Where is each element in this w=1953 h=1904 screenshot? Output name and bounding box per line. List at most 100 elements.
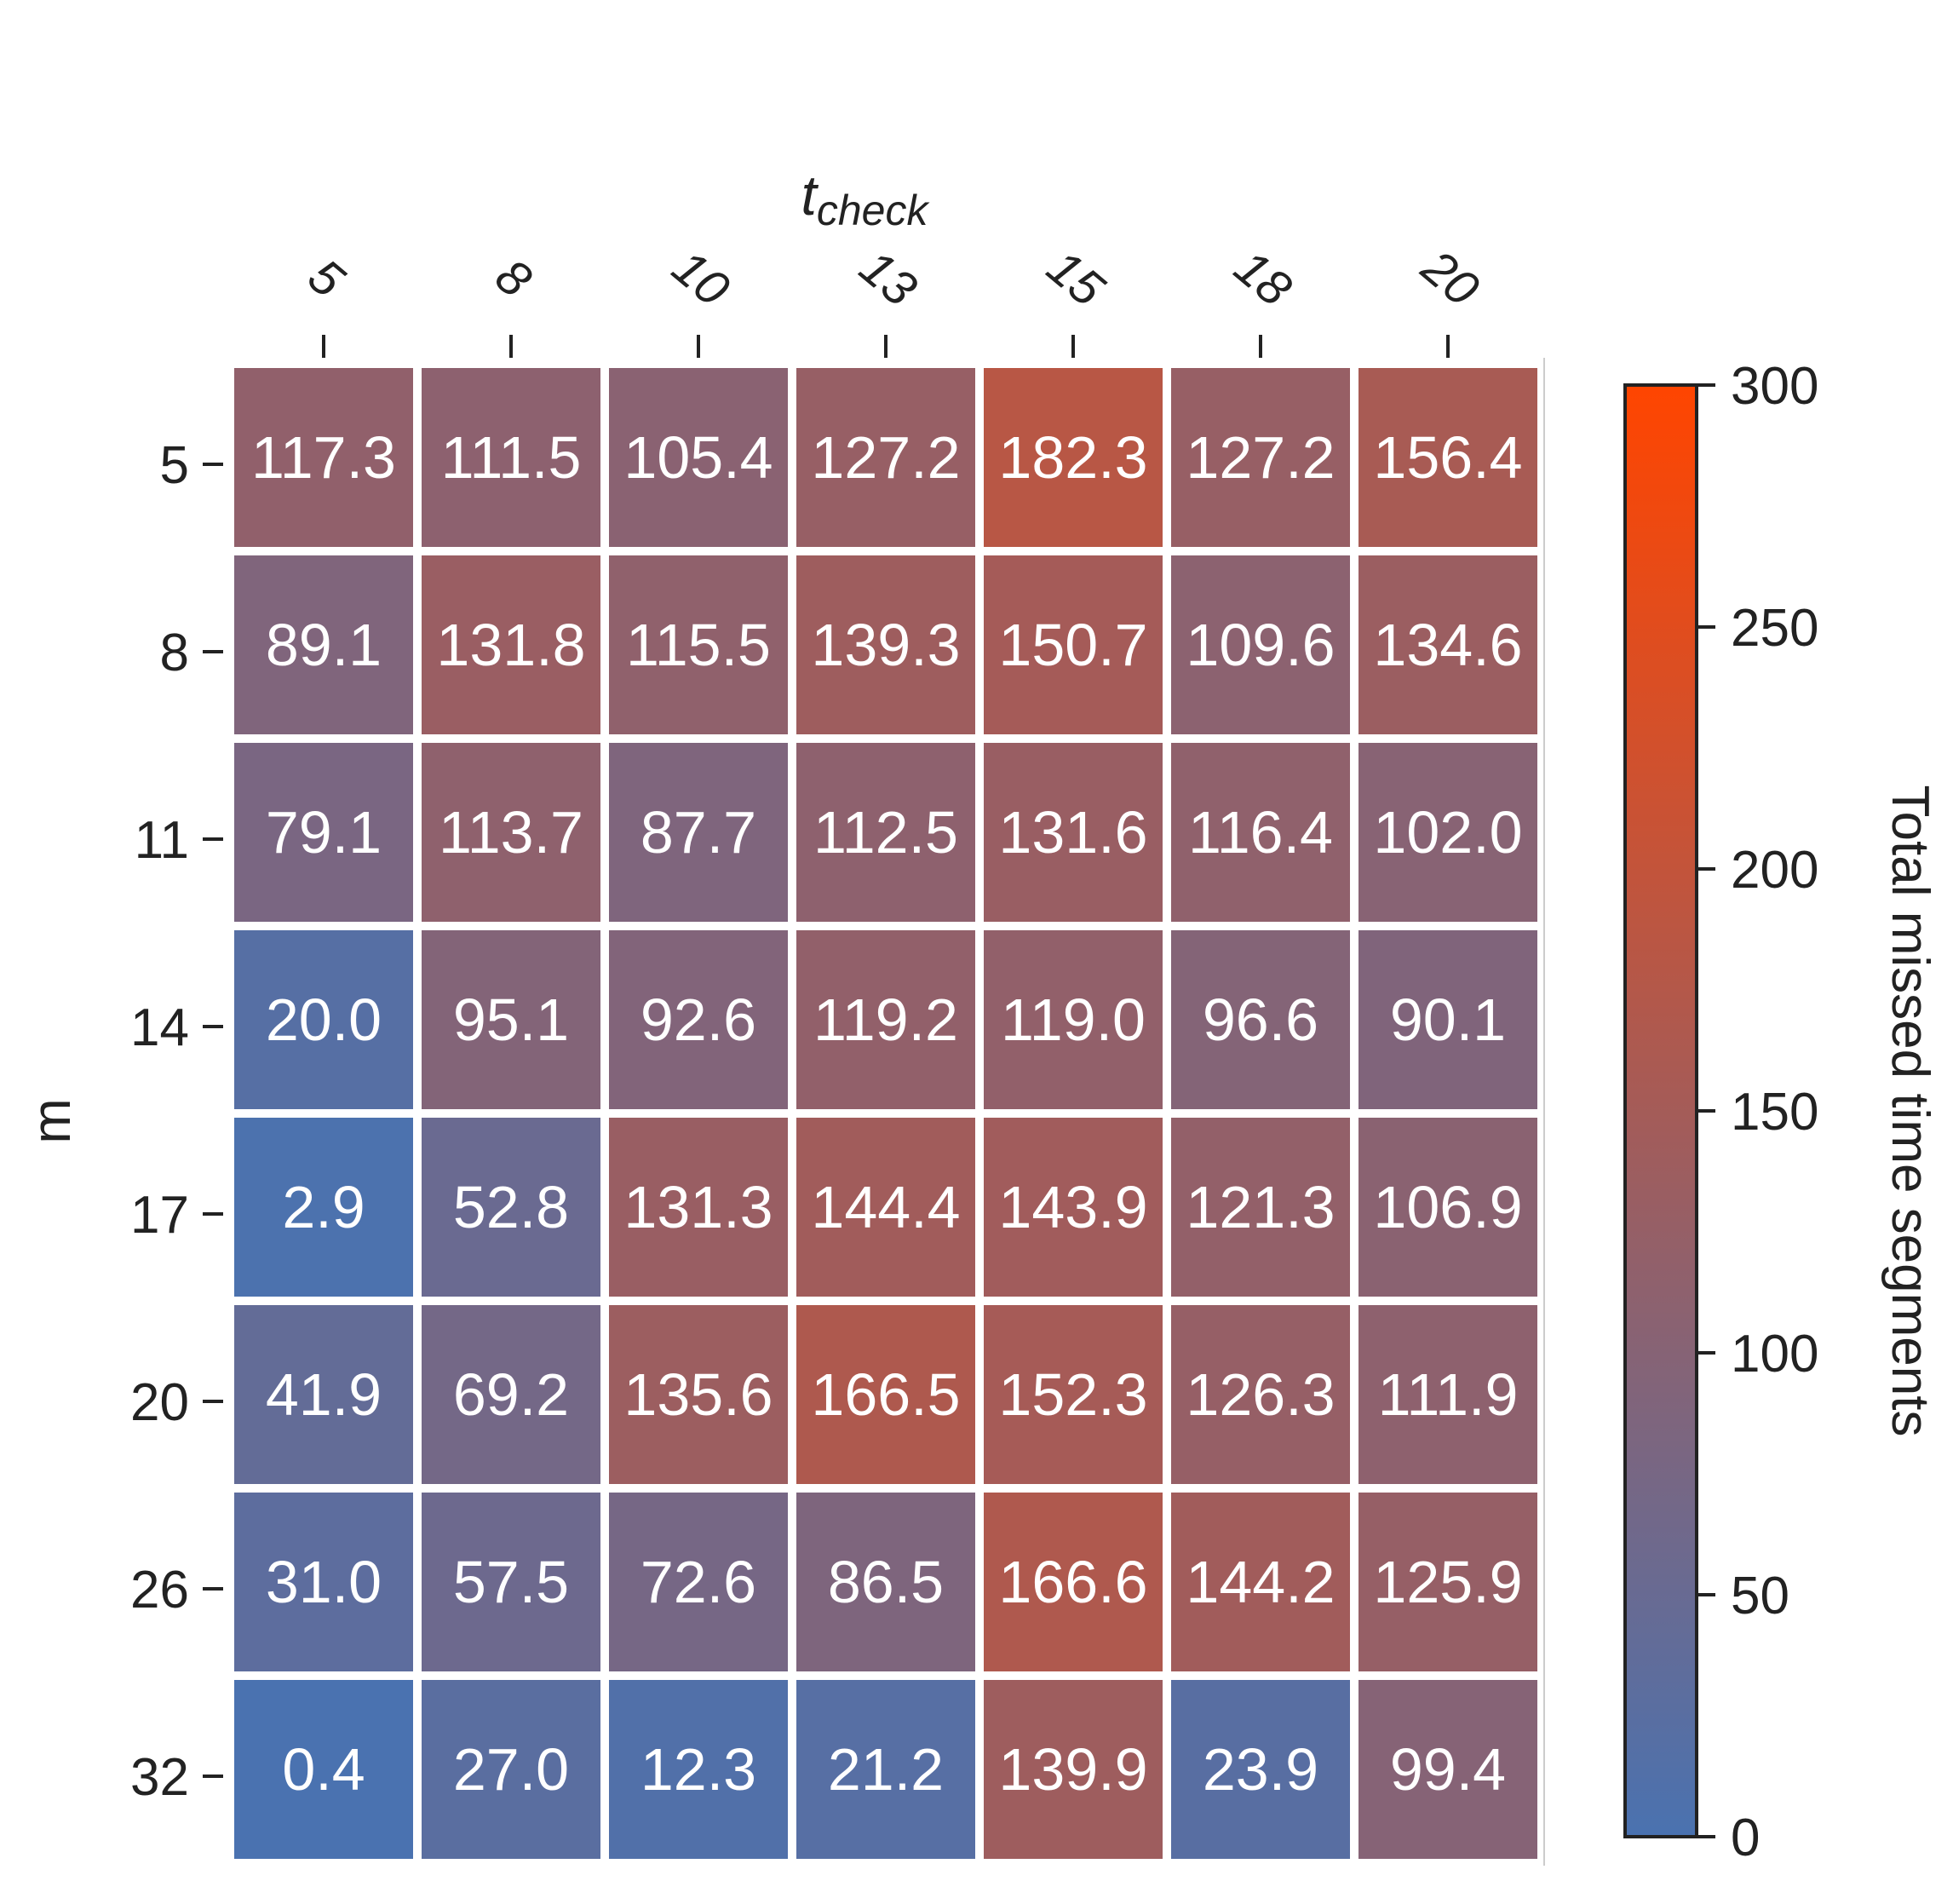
- x-tick-label: 10: [662, 239, 739, 317]
- heatmap-cell: [609, 930, 788, 1109]
- heatmap-cell: [1171, 743, 1350, 922]
- cell-value-label: 20.0: [266, 987, 382, 1053]
- y-tick-label: 32: [130, 1748, 189, 1807]
- cell-value-label: 86.5: [828, 1549, 944, 1615]
- heatmap-cell: [984, 1305, 1163, 1484]
- heatmap-grid: 117.3 111.5 105.4 127.2 182.3 127.2 156.4 89.1 1…: [234, 368, 1537, 1859]
- heatmap-cell: [609, 1493, 788, 1671]
- heatmap-cell: [984, 555, 1163, 734]
- heatmap-cell: [796, 1305, 975, 1484]
- cell-value-label: 131.8: [436, 612, 585, 678]
- cell-value-label: 182.3: [998, 424, 1147, 491]
- cell-value-label: 96.6: [1203, 987, 1318, 1053]
- colorbar-tick-label: 150: [1731, 1083, 1818, 1142]
- heatmap-cell: [1171, 930, 1350, 1109]
- colorbar-tick-label: 100: [1731, 1325, 1818, 1383]
- cell-value-label: 99.4: [1390, 1736, 1506, 1803]
- cell-value-label: 111.9: [1378, 1361, 1519, 1428]
- cell-value-label: 115.5: [626, 612, 771, 678]
- x-tick-label: 8: [485, 248, 542, 308]
- cell-value-label: 79.1: [266, 799, 382, 866]
- cell-value-label: 156.4: [1373, 424, 1522, 491]
- cell-value-label: 134.6: [1373, 612, 1522, 678]
- cell-value-label: 131.6: [998, 799, 1147, 866]
- cell-value-label: 21.2: [828, 1736, 944, 1803]
- cell-value-label: 72.6: [640, 1549, 756, 1615]
- cell-value-label: 106.9: [1373, 1174, 1522, 1240]
- cell-value-label: 121.3: [1186, 1174, 1335, 1240]
- heatmap-cell: [1358, 555, 1537, 734]
- cell-value-label: 116.4: [1188, 799, 1333, 866]
- cell-value-label: 139.9: [998, 1736, 1147, 1803]
- x-tick-label: 5: [298, 248, 355, 308]
- heatmap-cell: [984, 368, 1163, 547]
- heatmap-cell: [1358, 1680, 1537, 1859]
- cell-value-label: 31.0: [266, 1549, 382, 1615]
- heatmap-cell: [422, 1680, 600, 1859]
- heatmap-cell: [234, 743, 413, 922]
- heatmap-cell: [234, 1493, 413, 1671]
- colorbar-tick-label: 300: [1731, 357, 1818, 416]
- heatmap-cell: [1358, 368, 1537, 547]
- y-tick-label: 5: [160, 436, 189, 495]
- cell-value-label: 52.8: [453, 1174, 569, 1240]
- cell-value-label: 105.4: [623, 424, 773, 491]
- heatmap-cell: [422, 1493, 600, 1671]
- cell-value-label: 139.3: [811, 612, 960, 678]
- heatmap-cell: [609, 1305, 788, 1484]
- colorbar-ticks: 0 50 100 150 200 250 300: [1697, 357, 1818, 1867]
- y-tick-label: 20: [130, 1373, 189, 1432]
- cell-value-label: 150.7: [998, 612, 1147, 678]
- heatmap-cell: [1171, 555, 1350, 734]
- heatmap-cell: [984, 743, 1163, 922]
- cell-value-label: 127.2: [1186, 424, 1335, 491]
- heatmap-cell: [1358, 1305, 1537, 1484]
- cell-value-label: 112.5: [813, 799, 958, 866]
- cell-value-label: 143.9: [998, 1174, 1147, 1240]
- cell-value-label: 102.0: [1373, 799, 1522, 866]
- x-axis-label: tcheck: [801, 164, 931, 234]
- colorbar-tick-label: 50: [1731, 1567, 1789, 1625]
- cell-value-label: 119.0: [1001, 987, 1146, 1053]
- heatmap-cell: [609, 1680, 788, 1859]
- heatmap-cell: [796, 1118, 975, 1297]
- y-tick-label: 11: [135, 811, 189, 870]
- heatmap-cell: [422, 1305, 600, 1484]
- heatmap-cell: [984, 1680, 1163, 1859]
- cell-value-label: 127.2: [811, 424, 960, 491]
- y-tick-label: 26: [130, 1561, 189, 1619]
- cell-value-label: 92.6: [640, 987, 756, 1053]
- heatmap-cell: [234, 930, 413, 1109]
- heatmap-cell: [796, 368, 975, 547]
- cell-value-label: 27.0: [453, 1736, 569, 1803]
- heatmap-cell: [422, 743, 600, 922]
- x-axis-label-main: t: [801, 164, 819, 227]
- cell-value-label: 12.3: [640, 1736, 756, 1803]
- cell-value-label: 109.6: [1186, 612, 1335, 678]
- cell-value-label: 41.9: [266, 1361, 382, 1428]
- heatmap-cell: [234, 1118, 413, 1297]
- heatmap-cell: [1358, 1118, 1537, 1297]
- cell-value-label: 131.3: [623, 1174, 773, 1240]
- cell-value-label: 117.3: [251, 424, 396, 491]
- x-tick-label: 20: [1411, 239, 1490, 317]
- cell-value-label: 126.3: [1186, 1361, 1335, 1428]
- heatmap-cell: [1171, 1305, 1350, 1484]
- cell-value-label: 2.9: [282, 1174, 365, 1240]
- x-tick-label: 13: [849, 239, 927, 317]
- heatmap-cell: [796, 743, 975, 922]
- x-tick-label: 15: [1037, 239, 1115, 318]
- cell-value-label: 166.6: [998, 1549, 1147, 1615]
- cell-value-label: 166.5: [811, 1361, 960, 1428]
- heatmap-cell: [234, 555, 413, 734]
- x-axis-label-subscript: check: [817, 187, 931, 234]
- cell-value-label: 144.4: [811, 1174, 960, 1240]
- heatmap-cell: [422, 930, 600, 1109]
- cell-value-label: 113.7: [439, 799, 583, 866]
- cell-value-label: 119.2: [813, 987, 958, 1053]
- cell-value-label: 125.9: [1373, 1549, 1522, 1615]
- y-axis-ticks: 5 8 11 14 17 20 26 32: [130, 436, 223, 1807]
- heatmap-cell: [796, 555, 975, 734]
- heatmap-cell: [1171, 1680, 1350, 1859]
- heatmap-cell: [1171, 1118, 1350, 1297]
